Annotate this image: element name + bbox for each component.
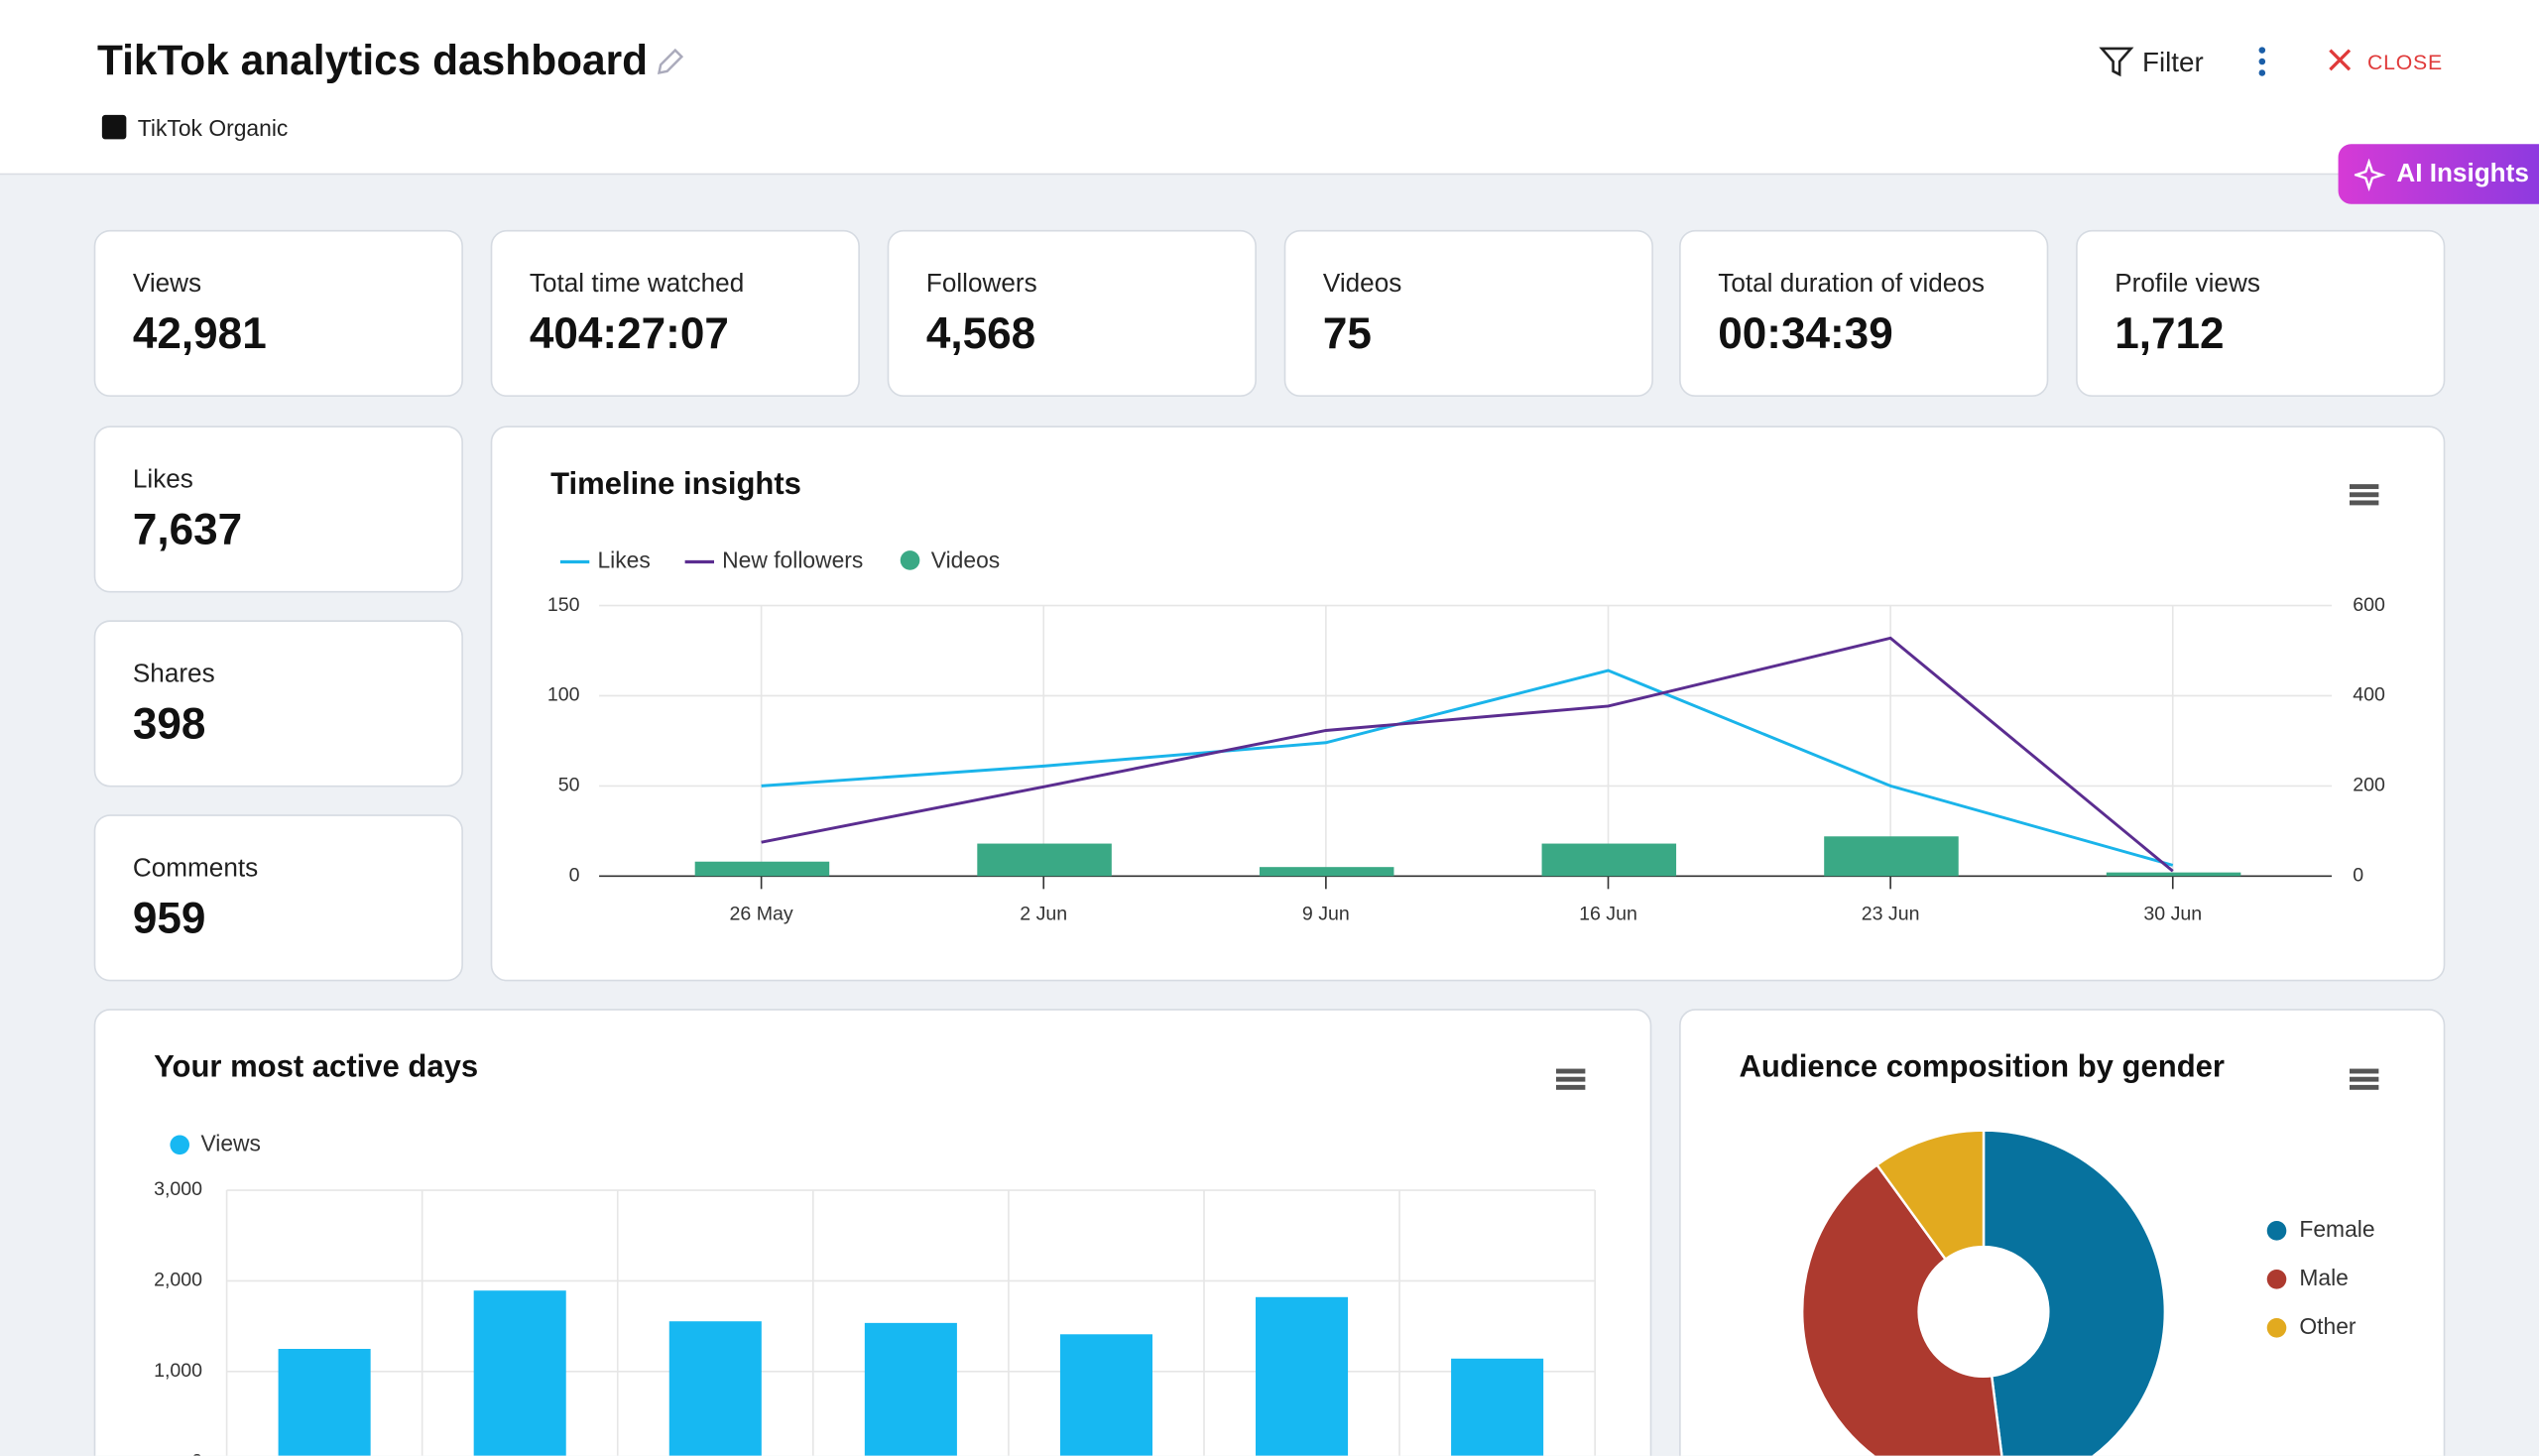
bar	[668, 1321, 762, 1456]
pie-slice	[1800, 1162, 2003, 1456]
pie-slice	[1874, 1129, 1986, 1262]
line-series	[761, 668, 2174, 867]
legend-swatch	[170, 1135, 190, 1155]
y2-tick-label: 400	[2353, 684, 2385, 706]
header: TikTok analytics dashboard TikTok Organi…	[0, 0, 2539, 176]
bar	[1059, 1334, 1152, 1456]
kpi-card: Videos 75	[1283, 229, 1653, 398]
kpi-card: Shares 398	[93, 620, 463, 788]
bar	[694, 861, 830, 877]
legend-swatch	[2266, 1221, 2287, 1241]
timeline-card: Timeline insights	[490, 425, 2446, 982]
kpi-card: Comments 959	[93, 814, 463, 982]
x-tick-label: 9 Jun	[1302, 904, 1350, 925]
legend-label: Female	[2299, 1216, 2374, 1242]
close-icon[interactable]	[2327, 47, 2353, 72]
kpi-label: Profile views	[2115, 270, 2260, 299]
y2-tick-label: 0	[2353, 864, 2363, 886]
kpi-value: 4,568	[925, 308, 1036, 358]
bar	[1824, 836, 1959, 877]
menu-icon[interactable]	[2349, 1068, 2379, 1090]
legend-swatch	[2266, 1270, 2287, 1289]
close-button[interactable]: CLOSE	[2366, 50, 2443, 75]
y-tick-label: 50	[558, 775, 580, 796]
bar	[1259, 867, 1394, 877]
line-series	[761, 636, 2174, 873]
kpi-card: Total duration of videos 00:34:39	[1679, 229, 2049, 398]
edit-icon[interactable]	[655, 46, 687, 78]
y2-tick-label: 600	[2353, 594, 2385, 616]
bar	[1541, 843, 1677, 877]
legend-label: Videos	[931, 547, 1000, 573]
sparkle-icon	[2354, 159, 2386, 191]
y-tick-label: 2,000	[154, 1270, 202, 1291]
kpi-value: 7,637	[132, 505, 243, 554]
y-tick-label: 150	[547, 594, 580, 616]
menu-icon[interactable]	[2349, 484, 2379, 506]
legend-label: Other	[2299, 1313, 2357, 1339]
kpi-card: Views 42,981	[93, 229, 463, 398]
kpi-value: 42,981	[132, 308, 267, 358]
menu-icon[interactable]	[1555, 1068, 1586, 1090]
kpi-card: Likes 7,637	[93, 425, 463, 593]
legend-swatch	[2266, 1317, 2287, 1338]
x-tick-label: 26 May	[730, 904, 793, 925]
y2-tick-label: 200	[2353, 775, 2385, 796]
filter-icon[interactable]	[2099, 44, 2134, 79]
chart-title: Audience composition by gender	[1739, 1050, 2225, 1085]
bar	[1451, 1358, 1544, 1456]
bar	[977, 843, 1112, 877]
x-tick-label: 23 Jun	[1862, 904, 1920, 925]
kpi-card: Followers 4,568	[887, 229, 1257, 398]
x-tick-label: 2 Jun	[1020, 904, 1067, 925]
y-tick-label: 100	[547, 684, 580, 706]
kpi-label: Views	[132, 270, 202, 299]
ai-insights-button[interactable]: AI Insights	[2338, 144, 2539, 204]
filter-button[interactable]: Filter	[2142, 47, 2204, 78]
y-tick-label: 0	[191, 1450, 202, 1455]
more-icon[interactable]	[2250, 44, 2273, 79]
y-tick-label: 3,000	[154, 1178, 202, 1200]
ai-insights-label: AI Insights	[2396, 160, 2529, 188]
legend-label: Male	[2299, 1265, 2349, 1290]
kpi-value: 75	[1322, 308, 1372, 358]
chart-title: Your most active days	[154, 1050, 479, 1085]
bar	[473, 1290, 566, 1456]
kpi-value: 398	[132, 699, 206, 749]
kpi-value: 00:34:39	[1718, 308, 1893, 358]
legend-swatch	[900, 550, 920, 570]
page-title: TikTok analytics dashboard	[96, 35, 649, 84]
kpi-value: 404:27:07	[529, 308, 729, 358]
source-label: TikTok Organic	[137, 114, 289, 142]
pie-slice	[1982, 1129, 2167, 1456]
x-tick-label: 30 Jun	[2143, 904, 2202, 925]
kpi-label: Followers	[925, 270, 1037, 299]
kpi-label: Total duration of videos	[1718, 270, 1985, 299]
chart-title: Timeline insights	[550, 467, 801, 503]
legend-label: Views	[200, 1130, 261, 1155]
tiktok-icon	[101, 114, 127, 140]
y-tick-label: 0	[569, 864, 580, 886]
bar	[278, 1349, 371, 1456]
y-tick-label: 1,000	[154, 1360, 202, 1382]
x-tick-label: 16 Jun	[1579, 904, 1637, 925]
kpi-label: Shares	[132, 661, 215, 688]
kpi-label: Total time watched	[529, 270, 745, 299]
bar	[2106, 872, 2241, 877]
kpi-value: 1,712	[2115, 308, 2225, 358]
kpi-card: Profile views 1,712	[2076, 229, 2446, 398]
kpi-label: Likes	[132, 466, 193, 494]
kpi-label: Comments	[132, 855, 259, 883]
kpi-value: 959	[132, 894, 206, 943]
legend-label: New followers	[722, 547, 863, 573]
kpi-card: Total time watched 404:27:07	[490, 229, 860, 398]
kpi-label: Videos	[1322, 270, 1402, 299]
bar	[864, 1322, 957, 1456]
legend-label: Likes	[597, 547, 650, 573]
bar	[1256, 1296, 1349, 1456]
